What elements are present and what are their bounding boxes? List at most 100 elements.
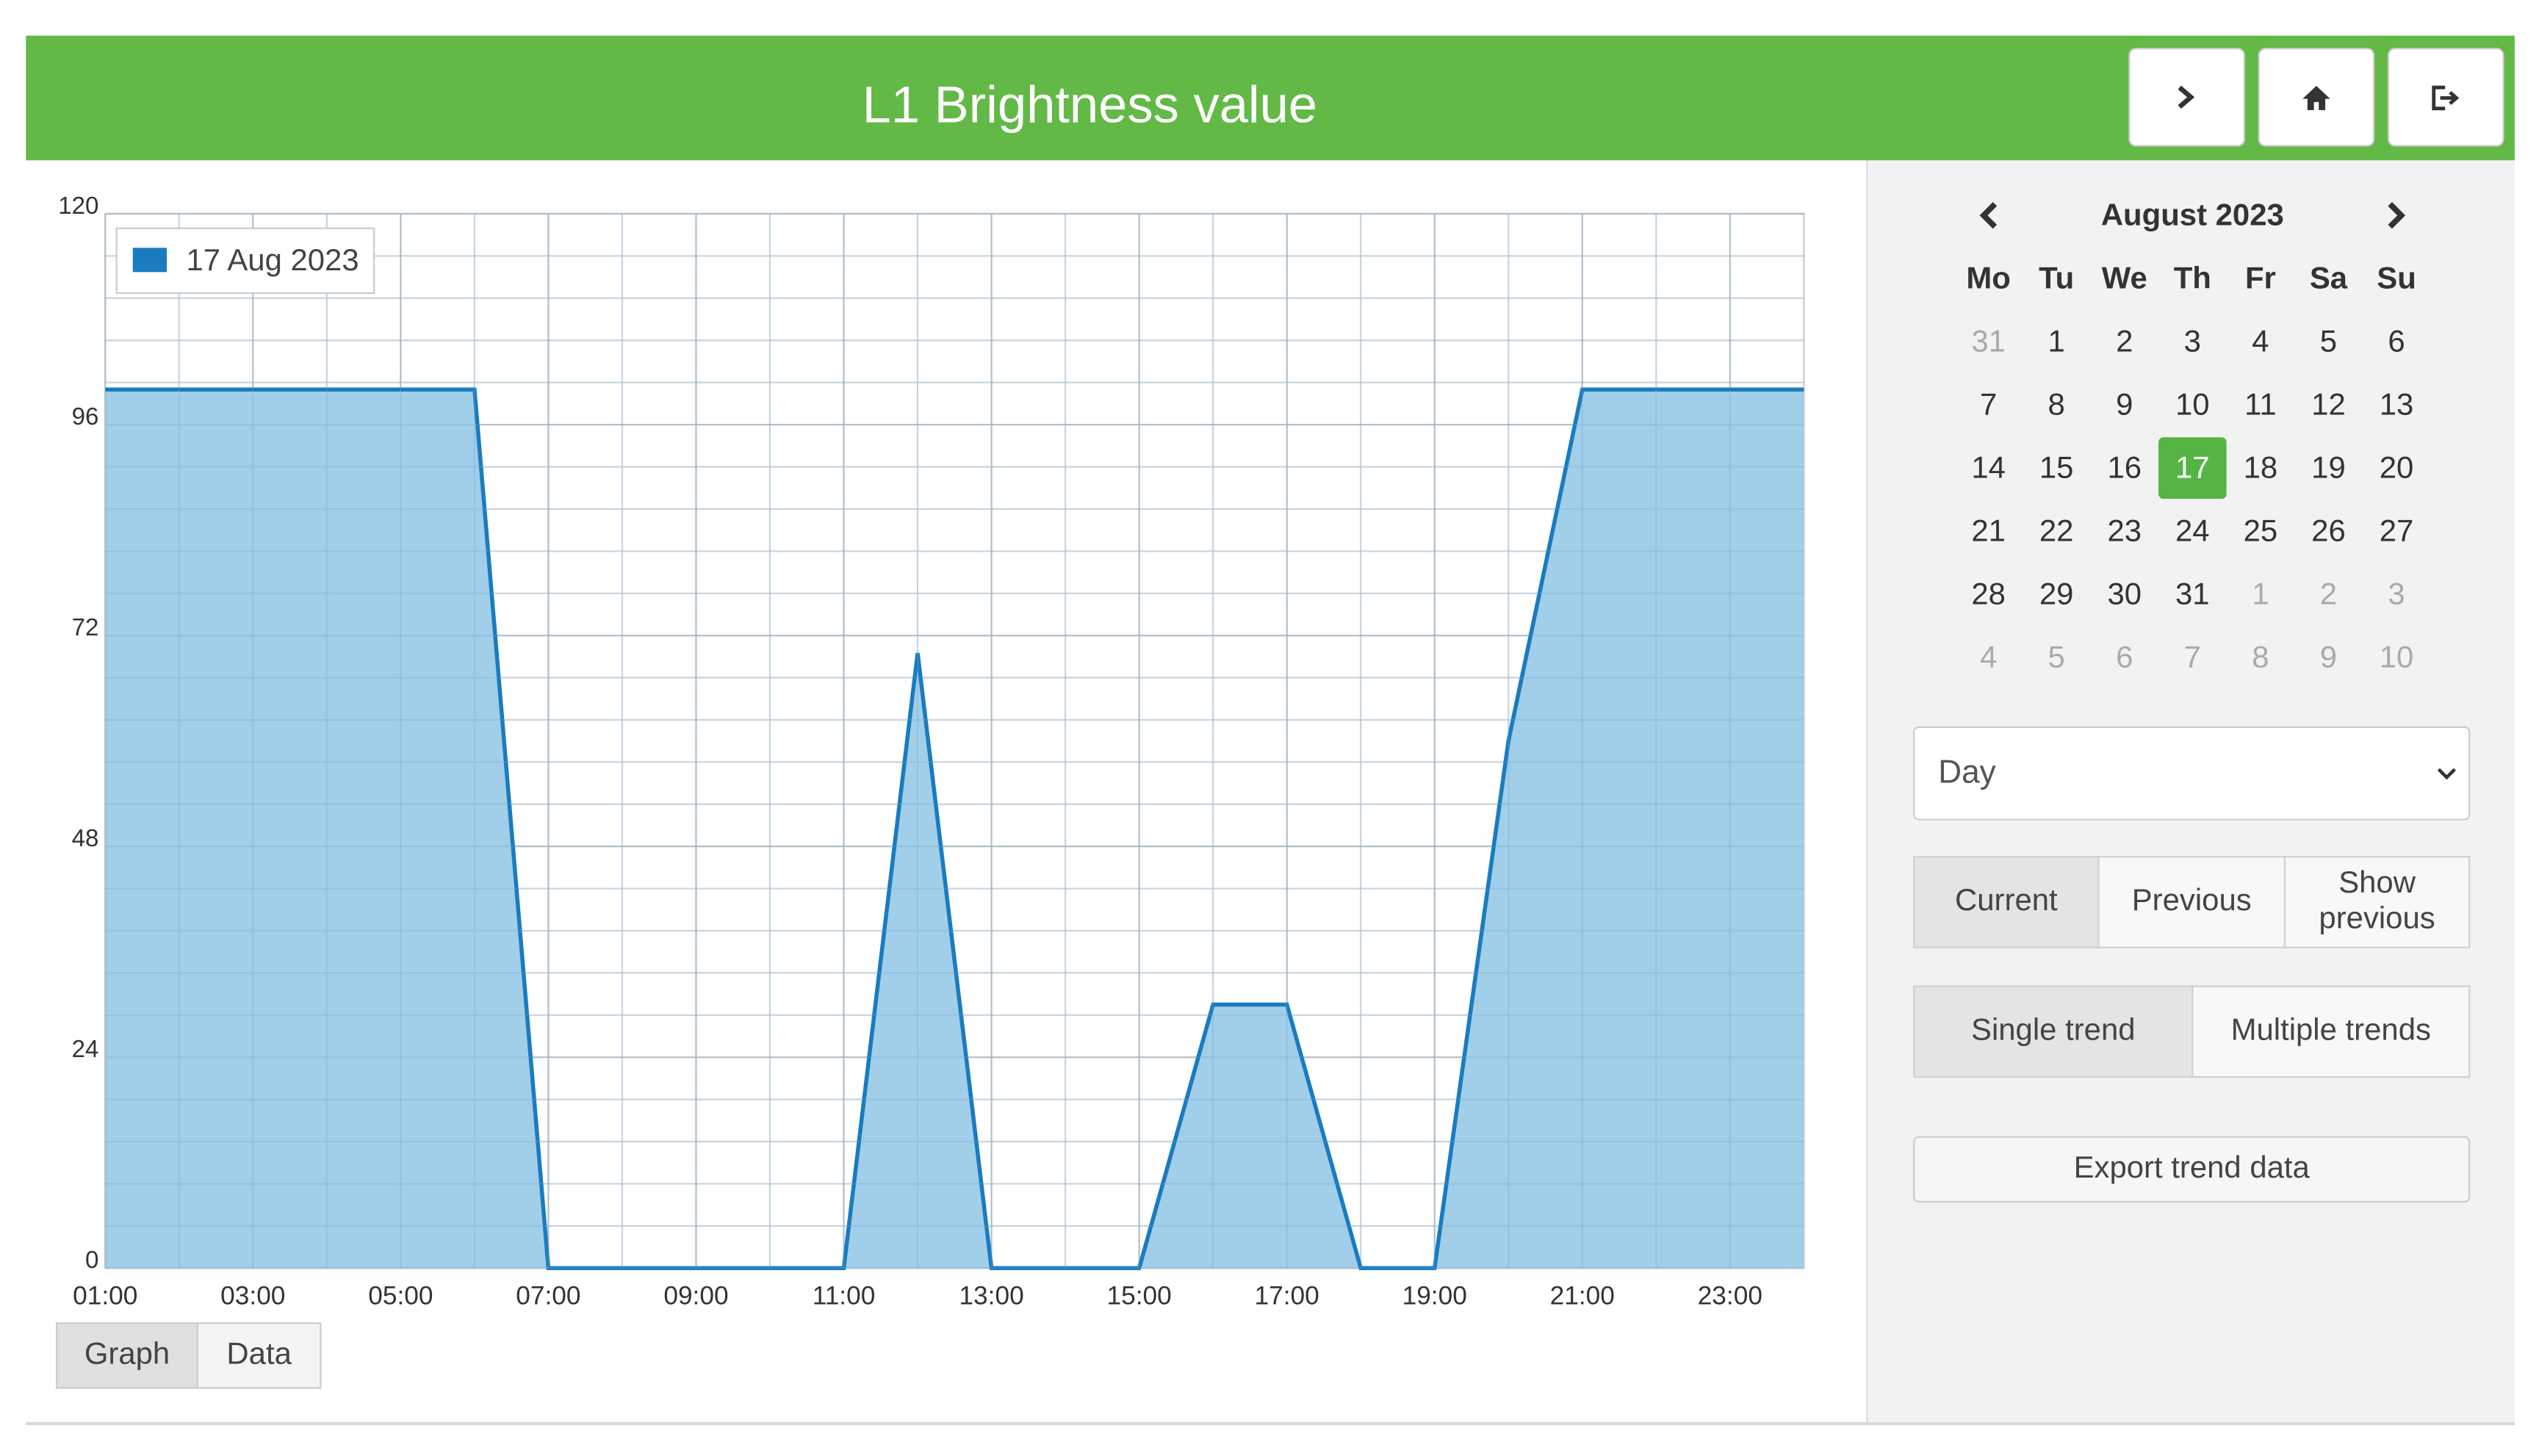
y-tick-label: 0 — [85, 1247, 98, 1274]
button-bg[interactable] — [2128, 48, 2245, 147]
x-tick-label: 11:00 — [813, 1281, 876, 1310]
weekday-label: Sa — [2310, 260, 2348, 295]
calendar-day[interactable]: 24 — [2175, 513, 2210, 547]
tab-border — [196, 1322, 322, 1389]
y-tick-label: 72 — [72, 614, 99, 641]
view-tab[interactable]: Data — [197, 1323, 321, 1388]
calendar-day[interactable]: 13 — [2380, 386, 2414, 421]
calendar-day[interactable]: 12 — [2311, 386, 2346, 421]
calendar-day[interactable]: 21 — [1971, 513, 2006, 547]
calendar-day[interactable]: 10 — [2175, 386, 2210, 421]
calendar-day[interactable]: 2 — [2116, 323, 2133, 358]
calendar-day[interactable]: 8 — [2048, 386, 2065, 421]
header-bar — [26, 35, 2515, 161]
calendar-day[interactable]: 18 — [2244, 450, 2278, 484]
x-tick-label: 01:00 — [73, 1281, 137, 1310]
calendar-day[interactable]: 26 — [2311, 513, 2346, 547]
calendar-day[interactable]: 4 — [1980, 639, 1997, 674]
calendar-day[interactable]: 4 — [2252, 323, 2269, 358]
calendar-day[interactable]: 29 — [2039, 576, 2074, 610]
y-tick-label: 96 — [72, 403, 99, 430]
button-border — [1913, 1136, 2471, 1203]
chevron-icon — [2178, 85, 2195, 109]
y-tick-label: 24 — [72, 1036, 99, 1063]
toggle-button-label[interactable]: Multiple trends — [2192, 986, 2470, 1078]
x-tick-label: 09:00 — [663, 1281, 728, 1310]
select-arrow — [2437, 768, 2456, 780]
button-border — [2192, 985, 2471, 1078]
select-value[interactable]: Day — [1938, 754, 1995, 790]
calendar-day[interactable]: 31 — [1971, 323, 2006, 358]
area — [105, 389, 1804, 1269]
calendar-day[interactable]: 1 — [2252, 576, 2269, 610]
calendar-day[interactable]: 17 — [2175, 450, 2210, 484]
calendar-day[interactable]: 9 — [2116, 386, 2133, 421]
toggle-button[interactable]: Current — [1914, 857, 2099, 948]
weekday-label: Th — [2174, 260, 2211, 295]
x-tick-label: 17:00 — [1255, 1281, 1319, 1310]
x-tick-label: 23:00 — [1698, 1281, 1762, 1310]
calendar-day[interactable]: 16 — [2107, 450, 2142, 484]
calendar-day[interactable]: 7 — [1980, 386, 1997, 421]
calendar-day[interactable]: 31 — [2175, 576, 2210, 610]
month-label: August 2023 — [2101, 197, 2284, 231]
calendar-day[interactable]: 6 — [2388, 323, 2405, 358]
calendar-day[interactable]: 14 — [1971, 450, 2006, 484]
button-border — [2283, 856, 2471, 948]
calendar-day[interactable]: 5 — [2048, 639, 2065, 674]
y-tick-label: 48 — [72, 825, 99, 852]
toggle-button[interactable]: Previous — [2098, 857, 2285, 948]
toggle-button-label[interactable]: Previous — [2098, 857, 2285, 948]
view-tab-label[interactable]: Graph — [57, 1323, 198, 1388]
calendar-day[interactable]: 25 — [2244, 513, 2278, 547]
weekday-label: Tu — [2039, 260, 2074, 295]
x-tick-label: 07:00 — [516, 1281, 580, 1310]
weekday-label: Fr — [2245, 260, 2276, 295]
export-button-label[interactable]: Export trend data — [1914, 1136, 2470, 1202]
calendar-day[interactable]: 3 — [2184, 323, 2201, 358]
select-box[interactable] — [1913, 726, 2471, 821]
calendar-day[interactable]: 30 — [2107, 576, 2142, 610]
calendar-day[interactable]: 22 — [2039, 513, 2074, 547]
prev-month-arrow[interactable] — [1979, 202, 1998, 229]
home-icon — [2302, 85, 2330, 110]
calendar-day[interactable]: 15 — [2039, 450, 2074, 484]
logout-button[interactable] — [2387, 48, 2504, 147]
line — [105, 387, 1804, 1271]
toggle-button[interactable]: Show previous — [2284, 857, 2470, 948]
calendar-day[interactable]: 23 — [2107, 513, 2142, 547]
calendar-day[interactable]: 7 — [2184, 639, 2201, 674]
home-button[interactable] — [2258, 48, 2375, 147]
next-button[interactable] — [2128, 48, 2245, 147]
x-tick-label: 13:00 — [959, 1281, 1023, 1310]
toggle-button[interactable]: Multiple trends — [2192, 986, 2470, 1078]
y-tick-label: 120 — [58, 192, 98, 220]
toggle-button-label[interactable]: Show previous — [2284, 857, 2470, 948]
calendar-day[interactable]: 11 — [2244, 386, 2276, 421]
calendar-day[interactable]: 20 — [2380, 450, 2414, 484]
legend-swatch — [132, 248, 168, 273]
weekday-label: We — [2102, 260, 2147, 295]
toggle-button-label[interactable]: Current — [1914, 857, 2099, 948]
toggle-button-label[interactable]: Single trend — [1914, 986, 2193, 1078]
calendar-day[interactable]: 9 — [2320, 639, 2337, 674]
calendar-day[interactable]: 28 — [1971, 576, 2006, 610]
view-tab[interactable]: Graph — [57, 1323, 198, 1388]
page-title: L1 Brightness value — [862, 75, 1317, 133]
x-tick-label: 03:00 — [220, 1281, 285, 1310]
calendar-day[interactable]: 19 — [2311, 450, 2346, 484]
calendar-day[interactable]: 6 — [2116, 639, 2133, 674]
export-button[interactable]: Export trend data — [1914, 1136, 2470, 1202]
toggle-button[interactable]: Single trend — [1914, 986, 2193, 1078]
calendar-day[interactable]: 10 — [2380, 639, 2414, 674]
calendar-day[interactable]: 2 — [2320, 576, 2337, 610]
calendar-day[interactable]: 3 — [2388, 576, 2405, 610]
view-tab-label[interactable]: Data — [197, 1323, 321, 1388]
calendar-day[interactable]: 1 — [2048, 323, 2065, 358]
calendar-day[interactable]: 27 — [2380, 513, 2414, 547]
calendar-day[interactable]: 8 — [2252, 639, 2269, 674]
calendar-day[interactable]: 5 — [2320, 323, 2337, 358]
next-month-arrow[interactable] — [2388, 202, 2406, 229]
